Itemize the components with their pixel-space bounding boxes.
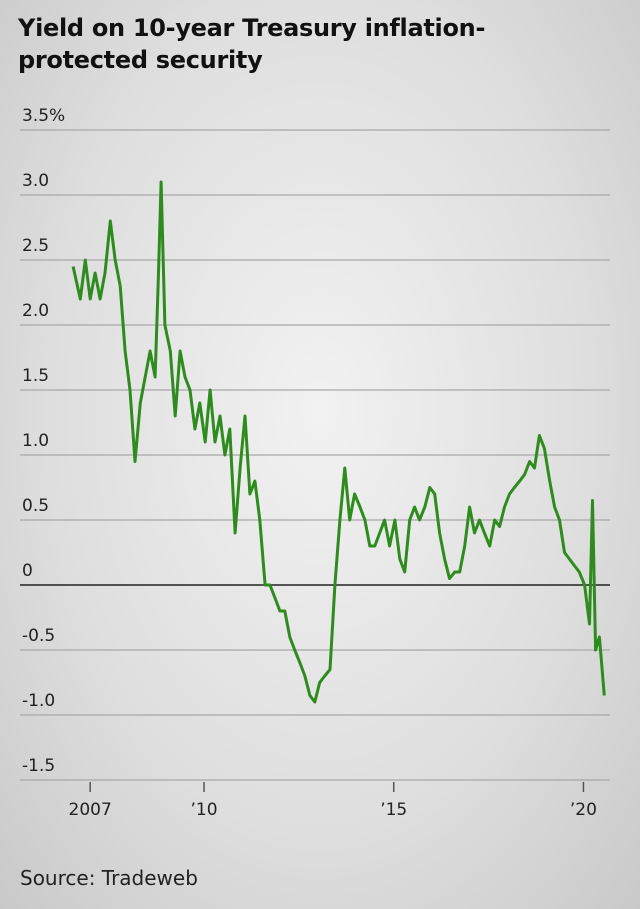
- y-tick-label: 3.0: [22, 171, 49, 191]
- y-tick-label: -1.0: [22, 691, 55, 711]
- y-tick-label: 1.0: [22, 431, 49, 451]
- line-series: [71, 180, 606, 704]
- y-tick-label: -0.5: [22, 626, 55, 646]
- y-tick-label: 0: [22, 561, 33, 581]
- chart-title: Yield on 10-year Treasury inflation-prot…: [18, 14, 486, 74]
- y-tick-label: 1.5: [22, 366, 49, 386]
- y-tick-label: -1.5: [22, 756, 55, 776]
- y-tick-label: 2.5: [22, 236, 49, 256]
- x-tick-label: ’10: [190, 800, 217, 820]
- y-tick-label: 2.0: [22, 301, 49, 321]
- x-tick-label: 2007: [69, 800, 112, 820]
- y-tick-label: 0.5: [22, 496, 49, 516]
- x-tick-label: ’20: [570, 800, 597, 820]
- y-tick-label: 3.5%: [22, 106, 65, 126]
- x-tick-label: ’15: [380, 800, 407, 820]
- source-note: Source: Tradeweb: [20, 866, 198, 890]
